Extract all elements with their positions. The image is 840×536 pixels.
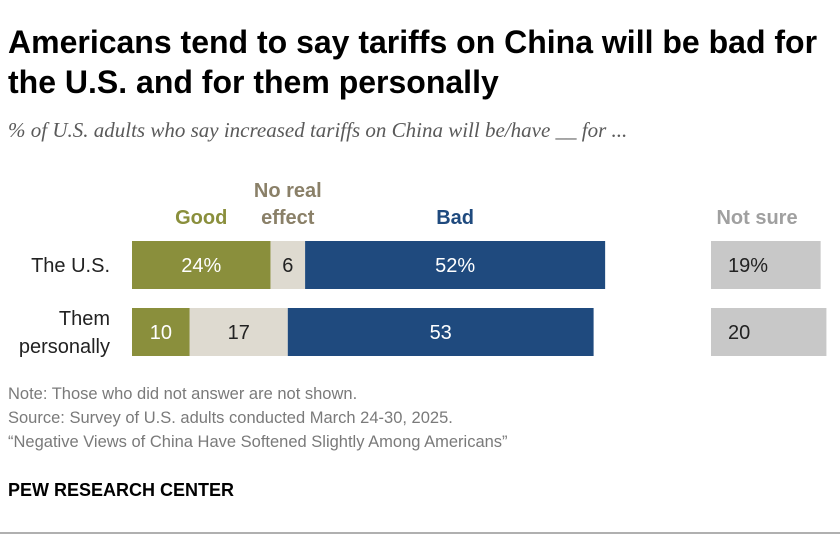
category-label-1: The U.S. — [31, 255, 110, 277]
label-not-sure-row-2: 20 — [728, 322, 750, 344]
stacked-bar-chart: Good No real effect Bad Not sure The U.S. 24% 6… — [19, 180, 827, 358]
bar-no-real-effect-row-1 — [270, 241, 306, 289]
label-not-sure-row-1: 19% — [728, 255, 768, 277]
chart-subtitle: % of U.S. adults who say increased tarif… — [8, 118, 628, 142]
label-good-row-2: 10 — [150, 322, 172, 344]
footer-source: Source: Survey of U.S. adults conducted … — [8, 409, 453, 427]
label-bad-row-1: 52% — [435, 255, 475, 277]
footer-note: Note: Those who did not answer are not s… — [8, 385, 358, 403]
label-no-real-effect-row-2: 17 — [228, 322, 250, 344]
legend-not-sure: Not sure — [716, 207, 797, 229]
bar-good-row-1 — [132, 241, 271, 289]
bottom-divider — [0, 532, 840, 534]
bar-not-sure-row-2 — [711, 308, 827, 356]
bar-no-real-effect-row-2 — [189, 308, 288, 356]
chart-title: Americans tend to say tariffs on China w… — [8, 24, 818, 100]
bar-bad-row-1 — [305, 241, 606, 289]
bar-good-row-2 — [132, 308, 190, 356]
label-no-real-effect-row-1: 6 — [282, 255, 293, 277]
category-label-2-line-2: personally — [19, 336, 110, 358]
bar-not-sure-row-1 — [711, 241, 821, 289]
legend-bad: Bad — [436, 207, 474, 229]
label-bad-row-2: 53 — [430, 322, 452, 344]
category-label-2-line-1: Them — [59, 308, 110, 330]
label-good-row-1: 24% — [181, 255, 221, 277]
legend-no-real-effect-line-2: effect — [261, 207, 315, 229]
bar-bad-row-2 — [287, 308, 594, 356]
footer: Note: Those who did not answer are not s… — [8, 382, 832, 454]
brand-logo-text: PEW RESEARCH CENTER — [8, 480, 235, 500]
legend-no-real-effect-line-1: No real — [254, 180, 322, 202]
legend-good: Good — [175, 207, 227, 229]
footer-report: “Negative Views of China Have Softened S… — [8, 433, 508, 451]
